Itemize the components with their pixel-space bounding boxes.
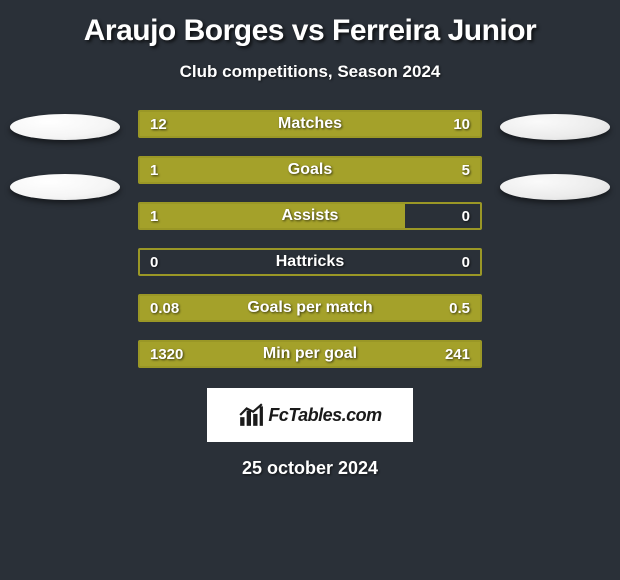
player-avatar [10,114,120,140]
stat-label: Hattricks [140,250,480,274]
stat-value-left: 1320 [150,342,183,366]
stat-row: Hattricks0 0 [138,248,482,276]
stat-value-right: 0 [462,250,470,274]
page-title: Araujo Borges vs Ferreira Junior [0,14,620,48]
stat-value-left: 0 [150,250,158,274]
stat-value-right: 0 [462,204,470,228]
stat-value-right: 241 [445,342,470,366]
team-avatar [500,174,610,200]
stat-value-right: 10 [453,112,470,136]
stat-value-left: 0.08 [150,296,179,320]
player-right-avatars [500,110,610,200]
stat-value-right: 5 [462,158,470,182]
stat-bars: Matches1210Goals15Assists10Hattricks00Go… [138,110,482,368]
player-left-avatars [10,110,120,200]
stat-value-right: 0.5 [449,296,470,320]
stat-value-left: 1 [150,158,158,182]
stat-label: Assists [140,204,480,228]
stat-label: Goals [140,158,480,182]
stat-row: Goals per match0.08 0.5 [138,294,482,322]
stat-row: Min per goal1320 241 [138,340,482,368]
chart-area: Matches1210Goals15Assists10Hattricks00Go… [0,110,620,368]
stat-row: Goals1 5 [138,156,482,184]
stat-label: Matches [140,112,480,136]
footer-date: 25 october 2024 [0,458,620,479]
stat-value-left: 12 [150,112,167,136]
stat-value-left: 1 [150,204,158,228]
logo-text: FcTables.com [268,405,381,426]
logo-box: FcTables.com [207,388,413,442]
stat-label: Goals per match [140,296,480,320]
stat-row: Assists1 0 [138,202,482,230]
stat-row: Matches12 10 [138,110,482,138]
subtitle: Club competitions, Season 2024 [0,62,620,82]
team-avatar [10,174,120,200]
stat-label: Min per goal [140,342,480,366]
chart-icon [238,402,264,428]
player-avatar [500,114,610,140]
comparison-card: Araujo Borges vs Ferreira Junior Club co… [0,0,620,487]
